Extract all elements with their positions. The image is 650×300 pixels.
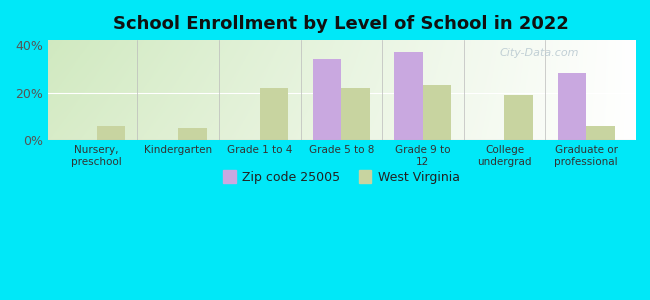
Bar — [504, 95, 533, 140]
Bar — [558, 74, 586, 140]
Bar — [97, 126, 125, 140]
Bar — [313, 59, 341, 140]
Bar — [423, 85, 452, 140]
Title: School Enrollment by Level of School in 2022: School Enrollment by Level of School in … — [114, 15, 569, 33]
Legend: Zip code 25005, West Virginia: Zip code 25005, West Virginia — [218, 165, 465, 189]
Text: City-Data.com: City-Data.com — [500, 48, 579, 58]
Bar — [260, 88, 289, 140]
Bar — [395, 52, 423, 140]
Bar — [178, 128, 207, 140]
Bar — [586, 126, 615, 140]
Bar — [341, 88, 370, 140]
